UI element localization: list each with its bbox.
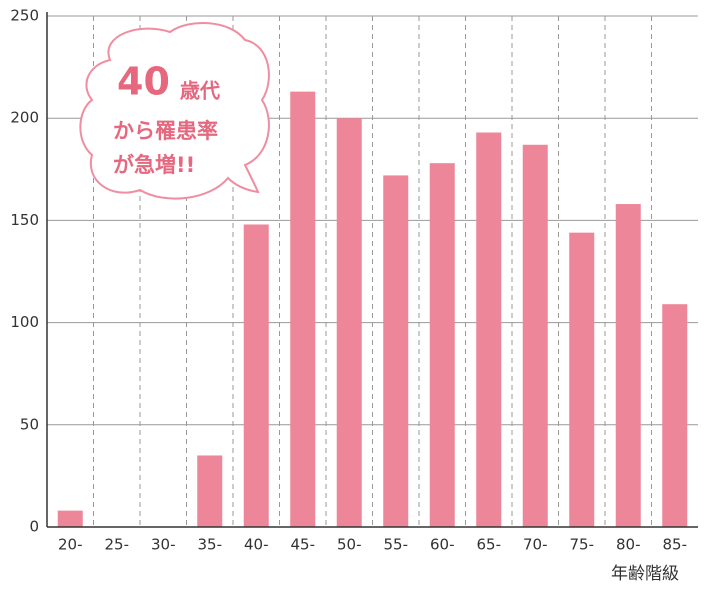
bar bbox=[383, 175, 408, 527]
x-tick-label: 40- bbox=[244, 536, 269, 554]
x-tick-label: 25- bbox=[105, 536, 130, 554]
y-tick-label: 0 bbox=[29, 518, 39, 536]
x-tick-label: 80- bbox=[616, 536, 641, 554]
y-tick-label: 200 bbox=[10, 109, 39, 127]
x-tick-label: 65- bbox=[477, 536, 502, 554]
bar bbox=[476, 133, 501, 527]
bar bbox=[430, 163, 455, 527]
bar bbox=[290, 92, 315, 527]
x-tick-label: 85- bbox=[663, 536, 688, 554]
bar bbox=[337, 118, 362, 527]
bar bbox=[197, 455, 222, 527]
y-tick-label: 150 bbox=[10, 211, 39, 229]
bar bbox=[569, 233, 594, 527]
y-tick-label: 100 bbox=[10, 313, 39, 331]
x-tick-label: 75- bbox=[570, 536, 595, 554]
bar bbox=[58, 511, 83, 527]
x-tick-label: 55- bbox=[384, 536, 409, 554]
x-tick-label: 20- bbox=[58, 536, 83, 554]
bar bbox=[244, 224, 269, 527]
x-tick-label: 60- bbox=[430, 536, 455, 554]
x-tick-label: 45- bbox=[291, 536, 316, 554]
chart: 40 歳代 から罹患率 が急増!! 年齢階級 0 50 100 150 200 250 20… bbox=[0, 0, 712, 585]
x-axis-title: 年齢階級 bbox=[611, 564, 679, 584]
x-tick-label: 70- bbox=[523, 536, 548, 554]
callout-text: 歳代 bbox=[180, 79, 220, 103]
x-tick-label: 30- bbox=[151, 536, 176, 554]
callout-number: 40 bbox=[117, 60, 170, 104]
x-tick-label: 50- bbox=[337, 536, 362, 554]
callout-text: から罹患率 bbox=[113, 119, 218, 143]
bar bbox=[523, 145, 548, 527]
bar bbox=[662, 304, 687, 527]
x-tick-label: 35- bbox=[198, 536, 223, 554]
callout-text: が急増!! bbox=[113, 153, 195, 177]
y-tick-label: 250 bbox=[10, 7, 39, 25]
y-tick-label: 50 bbox=[20, 415, 39, 433]
bar bbox=[616, 204, 641, 527]
